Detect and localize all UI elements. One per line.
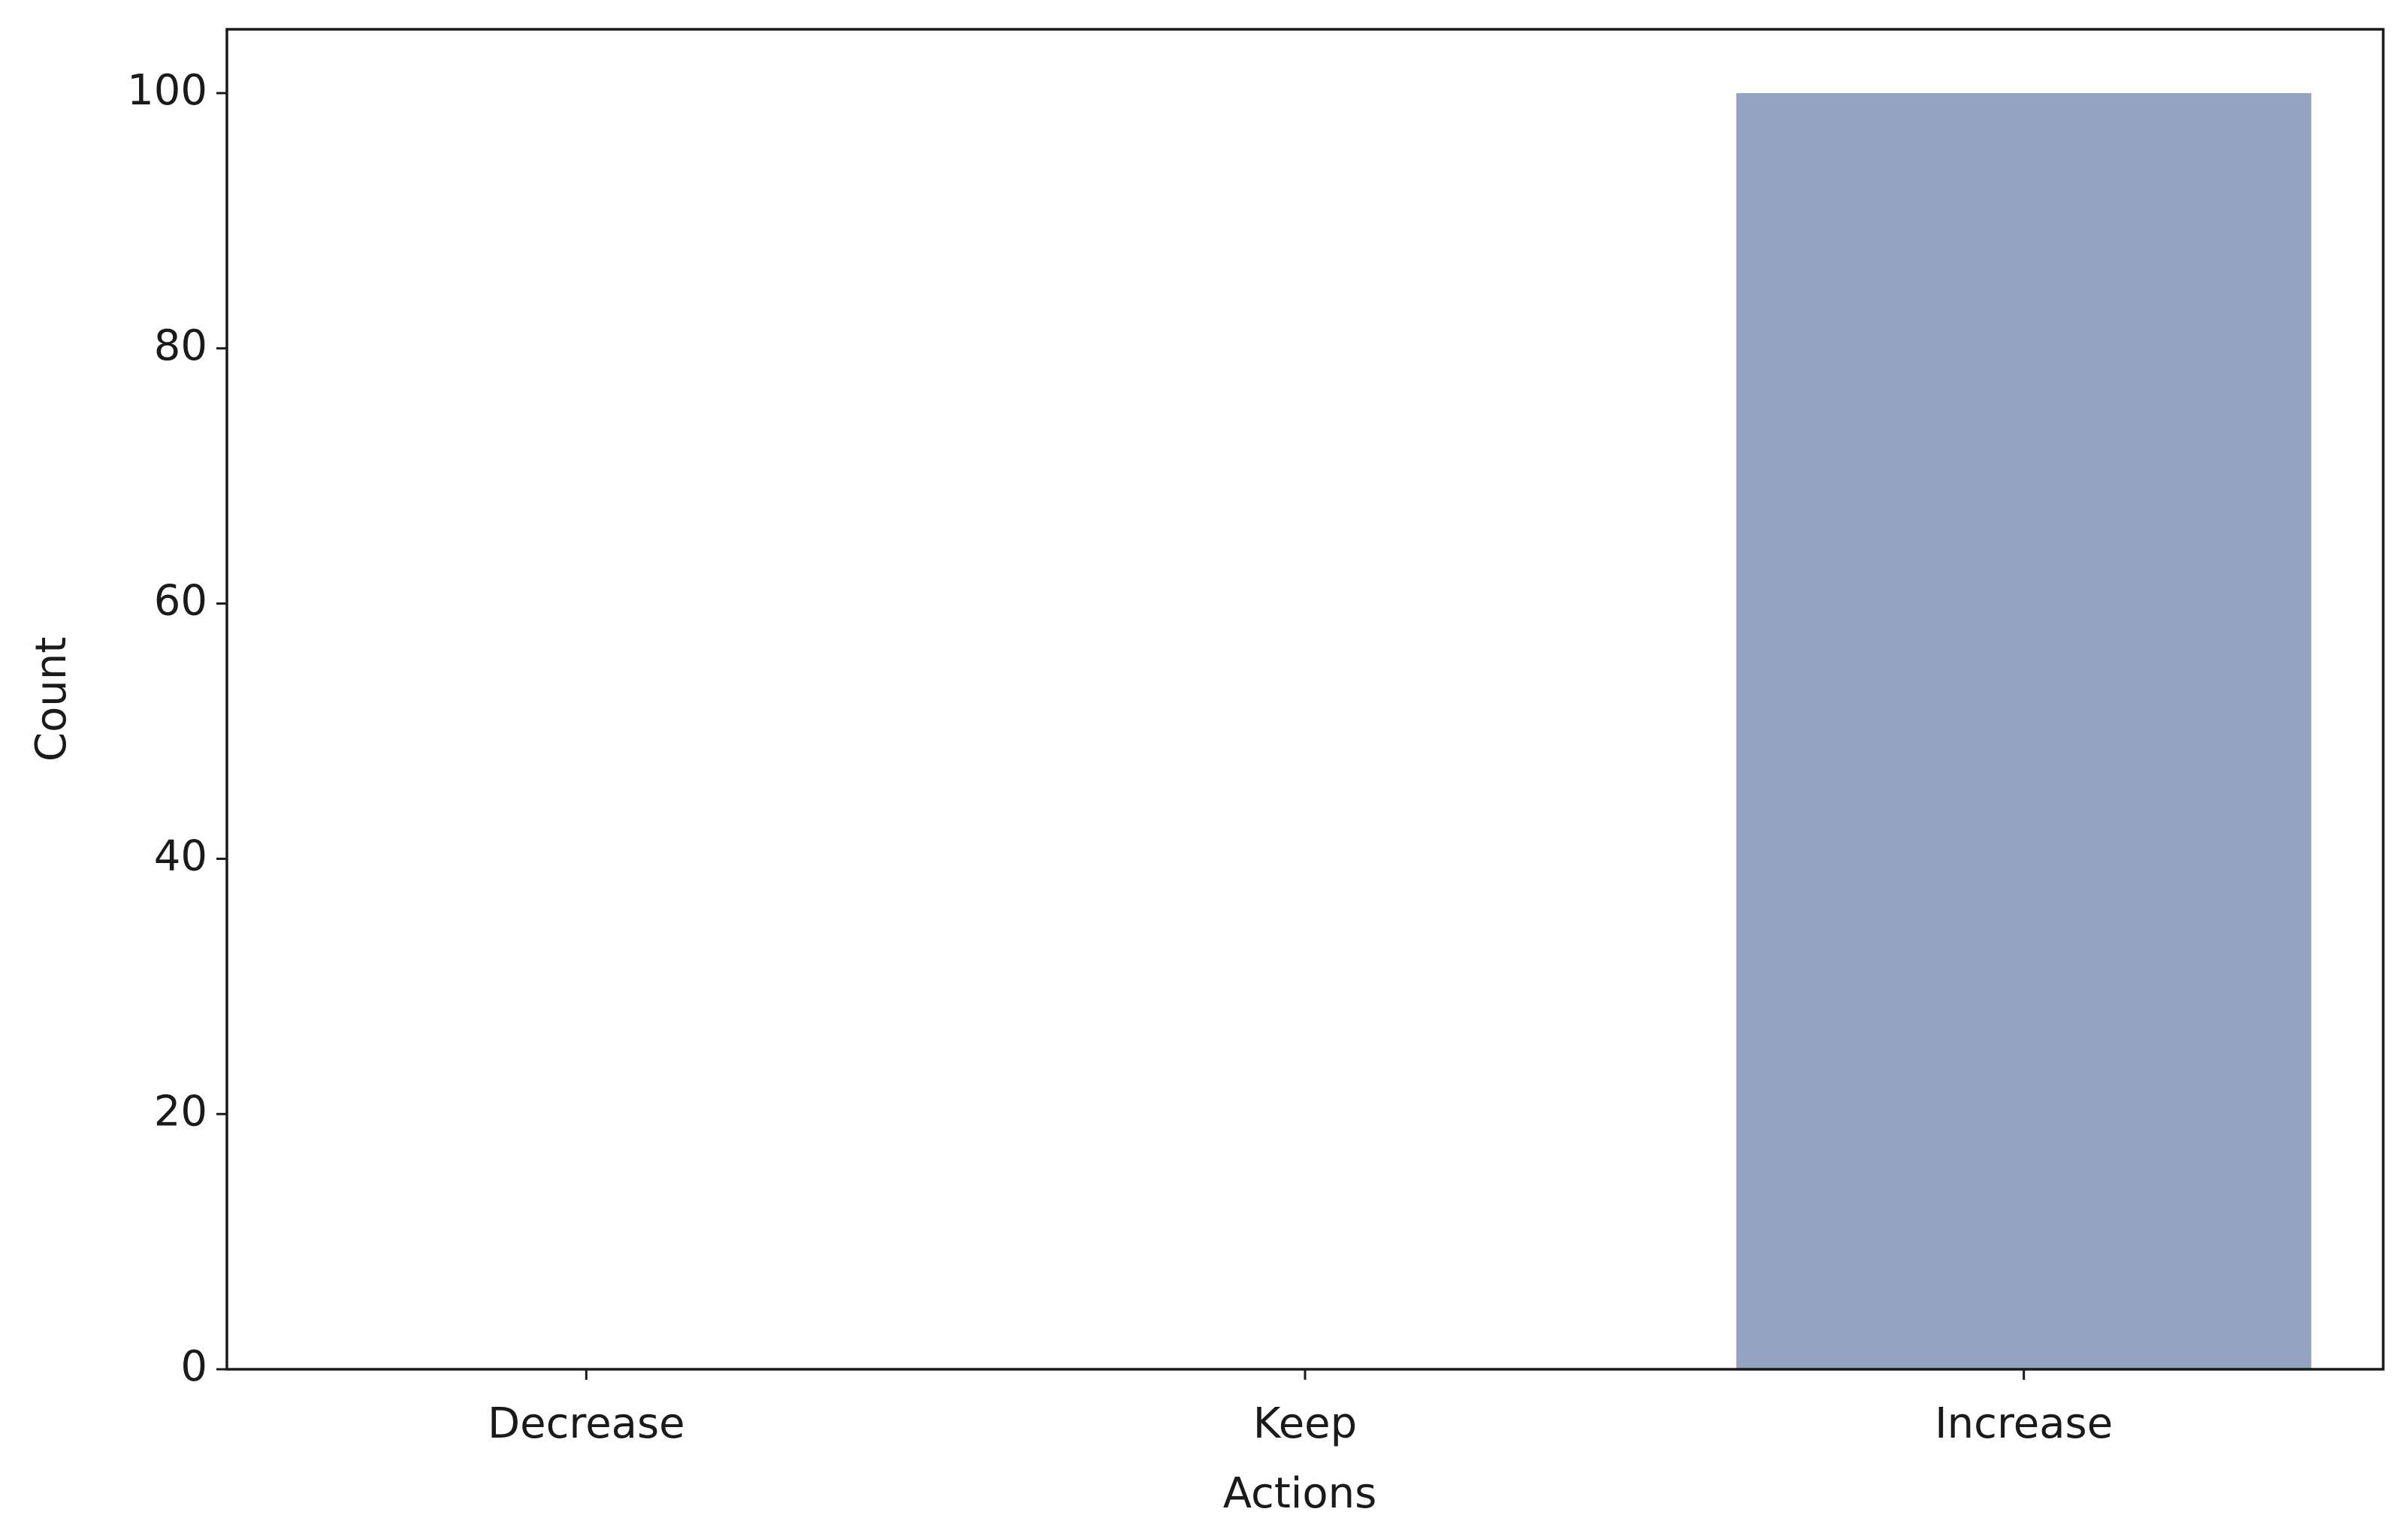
y-tick-label: 100 — [127, 66, 207, 115]
bar — [1736, 92, 2312, 1369]
x-tick-label: Decrease — [488, 1399, 685, 1448]
y-tick-label: 20 — [154, 1087, 207, 1136]
x-axis-label: Actions — [1223, 1469, 1377, 1518]
plot-frame — [225, 28, 2385, 1371]
y-tick-label: 0 — [180, 1342, 207, 1391]
y-tick-label: 40 — [154, 832, 207, 881]
y-tick-label: 80 — [154, 321, 207, 370]
x-tick-label: Increase — [1935, 1399, 2113, 1448]
y-axis-label: Count — [27, 637, 76, 762]
y-tick-label: 60 — [154, 577, 207, 626]
x-tick-label: Keep — [1253, 1399, 1357, 1448]
